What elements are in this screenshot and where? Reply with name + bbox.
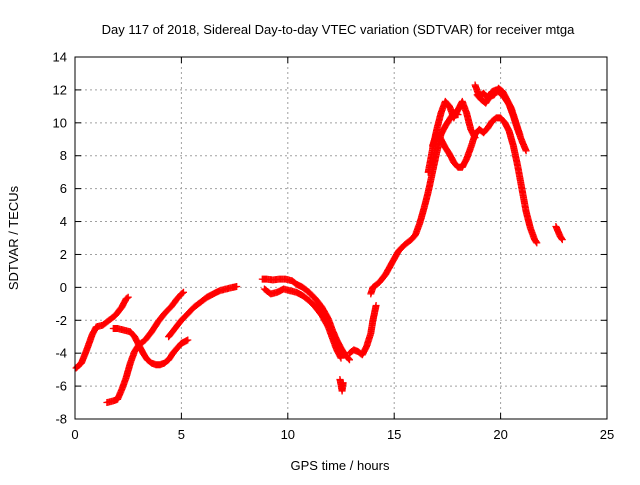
data-point: [346, 356, 353, 364]
y-tick-label: 10: [53, 115, 67, 130]
data-point: [345, 355, 353, 363]
data-point: [124, 293, 132, 301]
data-point: [180, 288, 187, 296]
series-segment: [165, 283, 241, 341]
x-tick-label: 20: [493, 427, 507, 442]
series-segment: [260, 285, 345, 362]
data-point: [533, 239, 541, 247]
y-axis-label: SDTVAR / TECUs: [6, 185, 21, 290]
data-point: [179, 289, 186, 297]
y-tick-label: 12: [53, 82, 67, 97]
ticks: 0 5 10 15 20 25 -8 -6 -4 -2 0 2 4 6 8 10 12 14: [53, 50, 615, 443]
series-segment: [109, 325, 192, 369]
data-point: [339, 379, 347, 387]
x-tick-label: 15: [387, 427, 401, 442]
series-segment: [336, 376, 347, 395]
series-segment: [103, 288, 187, 406]
series-segment: [72, 293, 132, 372]
y-tick-label: 0: [60, 280, 67, 295]
y-tick-label: 4: [60, 214, 67, 229]
data-point: [522, 147, 530, 155]
data-point: [558, 236, 566, 244]
series-segment: [429, 114, 541, 247]
data-point: [123, 294, 131, 302]
chart-title: Day 117 of 2018, Sidereal Day-to-day VTE…: [102, 22, 576, 37]
x-tick-label: 25: [600, 427, 614, 442]
series-segment: [473, 84, 524, 138]
data-point: [558, 235, 566, 242]
y-tick-label: 2: [60, 247, 67, 262]
data-point: [516, 130, 524, 138]
data-point: [337, 354, 345, 362]
x-axis-label: GPS time / hours: [291, 458, 390, 473]
data-series: [72, 81, 566, 406]
data-point: [532, 238, 540, 246]
x-tick-label: 10: [281, 427, 295, 442]
y-tick-label: -6: [55, 379, 67, 394]
x-tick-label: 5: [178, 427, 185, 442]
y-tick-label: 6: [60, 181, 67, 196]
data-point: [233, 283, 241, 290]
data-point: [184, 336, 192, 344]
y-tick-label: -4: [55, 346, 67, 361]
series-segment: [258, 275, 353, 364]
y-tick-label: 14: [53, 50, 67, 65]
series-segment: [346, 302, 380, 359]
y-tick-label: -8: [55, 412, 67, 427]
series-segment: [552, 223, 566, 244]
y-tick-label: -2: [55, 313, 67, 328]
plot-frame: [74, 56, 608, 420]
data-point: [372, 302, 380, 309]
y-tick-label: 8: [60, 148, 67, 163]
x-tick-label: 0: [71, 427, 78, 442]
